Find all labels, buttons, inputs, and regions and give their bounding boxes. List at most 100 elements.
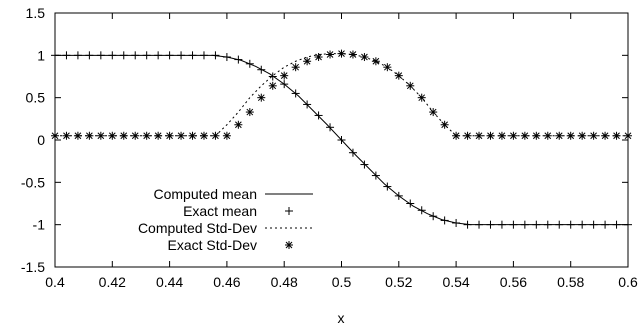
exact-std-dev-point bbox=[486, 132, 494, 140]
y-tick-label: 0.5 bbox=[26, 90, 46, 106]
exact-std-dev-point bbox=[418, 94, 426, 102]
exact-std-dev-point bbox=[441, 121, 449, 129]
y-tick-label: -1 bbox=[33, 217, 46, 233]
exact-std-dev-point bbox=[567, 132, 575, 140]
legend-label: Exact Std-Dev bbox=[168, 237, 257, 253]
exact-mean-point bbox=[418, 206, 426, 214]
exact-std-dev-point bbox=[509, 132, 517, 140]
exact-std-dev-point bbox=[383, 63, 391, 71]
x-tick-label: 0.52 bbox=[385, 274, 412, 290]
exact-mean-point bbox=[590, 221, 598, 229]
exact-std-dev-point bbox=[223, 132, 231, 140]
exact-mean-point bbox=[544, 221, 552, 229]
exact-std-dev-point bbox=[292, 63, 300, 71]
exact-std-dev-point bbox=[166, 132, 174, 140]
exact-mean-point bbox=[521, 221, 529, 229]
exact-std-dev-point bbox=[475, 132, 483, 140]
x-tick-label: 0.42 bbox=[99, 274, 126, 290]
exact-mean-point bbox=[246, 60, 254, 68]
exact-mean-point bbox=[85, 51, 93, 59]
exact-std-dev-point bbox=[154, 132, 162, 140]
y-tick-label: -0.5 bbox=[21, 174, 45, 190]
x-axis-title: x bbox=[338, 310, 345, 326]
x-tick-label: 0.58 bbox=[557, 274, 584, 290]
exact-mean-point bbox=[601, 221, 609, 229]
exact-std-dev-point bbox=[51, 132, 59, 140]
exact-std-dev-point bbox=[498, 132, 506, 140]
exact-std-dev-point bbox=[200, 132, 208, 140]
exact-mean-point bbox=[509, 221, 517, 229]
exact-mean-point bbox=[211, 51, 219, 59]
exact-mean-point bbox=[624, 221, 632, 229]
x-tick-label: 0.48 bbox=[271, 274, 298, 290]
exact-mean-point bbox=[189, 51, 197, 59]
exact-std-dev-point bbox=[406, 82, 414, 90]
exact-std-dev-point bbox=[315, 53, 323, 61]
exact-std-dev-point bbox=[544, 132, 552, 140]
exact-mean-point bbox=[143, 51, 151, 59]
exact-std-dev-point bbox=[143, 132, 151, 140]
exact-std-dev-point bbox=[555, 132, 563, 140]
exact-std-dev-point bbox=[338, 50, 346, 58]
exact-std-dev-point bbox=[234, 121, 242, 129]
exact-mean-point bbox=[154, 51, 162, 59]
computed-std-dev-line bbox=[55, 54, 628, 136]
exact-mean-point bbox=[108, 51, 116, 59]
exact-std-dev-point bbox=[177, 132, 185, 140]
legend-item-computed-mean: Computed mean bbox=[153, 186, 313, 202]
exact-std-dev-point bbox=[74, 132, 82, 140]
exact-std-dev-point bbox=[85, 132, 93, 140]
exact-std-dev-point bbox=[464, 132, 472, 140]
x-tick-label: 0.44 bbox=[156, 274, 183, 290]
exact-mean-point bbox=[200, 51, 208, 59]
exact-std-dev-point bbox=[613, 132, 621, 140]
exact-mean-point bbox=[475, 221, 483, 229]
exact-std-dev-point bbox=[62, 132, 70, 140]
exact-mean-point bbox=[441, 216, 449, 224]
x-tick-label: 0.46 bbox=[213, 274, 240, 290]
exact-mean-point bbox=[97, 51, 105, 59]
y-tick-label: 0 bbox=[37, 132, 45, 148]
exact-mean-point bbox=[486, 221, 494, 229]
exact-mean-point bbox=[166, 51, 174, 59]
legend-label: Computed mean bbox=[153, 186, 257, 202]
exact-std-dev-point bbox=[349, 50, 357, 58]
exact-std-dev-point bbox=[590, 132, 598, 140]
exact-mean-point bbox=[464, 221, 472, 229]
legend-label: Computed Std-Dev bbox=[138, 220, 257, 236]
y-tick-label: 1 bbox=[37, 47, 45, 63]
exact-std-dev-point bbox=[246, 108, 254, 116]
exact-std-dev-point bbox=[280, 72, 288, 80]
exact-std-dev-point bbox=[189, 132, 197, 140]
exact-std-dev-point bbox=[326, 50, 334, 58]
exact-mean-point bbox=[62, 51, 70, 59]
series-layer bbox=[51, 50, 632, 229]
legend-swatch bbox=[285, 207, 293, 215]
exact-mean-point bbox=[532, 221, 540, 229]
exact-mean-point bbox=[613, 221, 621, 229]
exact-mean-point bbox=[257, 66, 265, 74]
exact-std-dev-point bbox=[521, 132, 529, 140]
exact-mean-point bbox=[131, 51, 139, 59]
exact-mean-point bbox=[555, 221, 563, 229]
legend-item-computed-std-dev: Computed Std-Dev bbox=[138, 220, 313, 236]
exact-std-dev-point bbox=[360, 53, 368, 61]
exact-std-dev-point bbox=[395, 72, 403, 80]
exact-std-dev-point bbox=[303, 57, 311, 65]
x-tick-label: 0.56 bbox=[500, 274, 527, 290]
exact-mean-point bbox=[51, 51, 59, 59]
exact-std-dev-point bbox=[429, 108, 437, 116]
x-tick-label: 0.4 bbox=[45, 274, 65, 290]
exact-std-dev-point bbox=[211, 132, 219, 140]
exact-mean-point bbox=[234, 56, 242, 64]
y-tick-label: 1.5 bbox=[26, 5, 46, 21]
exact-mean-point bbox=[578, 221, 586, 229]
exact-std-dev-point bbox=[269, 82, 277, 90]
legend-item-exact-std-dev: Exact Std-Dev bbox=[168, 237, 293, 253]
exact-mean-point bbox=[223, 53, 231, 61]
legend-label: Exact mean bbox=[183, 203, 257, 219]
exact-std-dev-point bbox=[532, 132, 540, 140]
exact-mean-point bbox=[498, 221, 506, 229]
legend-item-exact-mean: Exact mean bbox=[183, 203, 293, 219]
exact-mean-point bbox=[567, 221, 575, 229]
